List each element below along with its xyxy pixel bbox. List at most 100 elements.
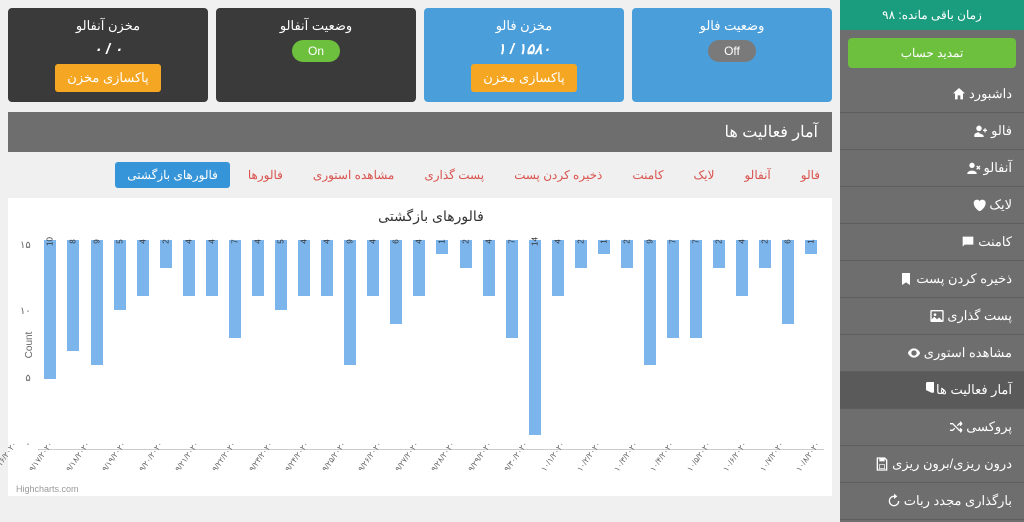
bar-item: 2 xyxy=(455,240,476,449)
chart-bar[interactable]: 4 xyxy=(483,240,495,296)
tab-item[interactable]: مشاهده استوری xyxy=(301,162,406,188)
sidebar-item-0[interactable]: داشبورد xyxy=(840,76,1024,113)
chart-bar[interactable]: 7 xyxy=(506,240,518,338)
chart-bar[interactable]: 9 xyxy=(344,240,356,365)
sidebar-item-label: لایک xyxy=(989,197,1012,213)
sidebar-item-10[interactable]: درون ریزی/برون ریزی xyxy=(840,446,1024,483)
bar-item: 2 xyxy=(155,240,176,449)
sidebar-item-2[interactable]: آنفالو xyxy=(840,150,1024,187)
chart-bar[interactable]: 1 xyxy=(436,240,448,254)
chart-bar[interactable]: 2 xyxy=(160,240,172,268)
chart-bar[interactable]: 2 xyxy=(621,240,633,268)
refresh-icon xyxy=(884,491,904,511)
sidebar-item-4[interactable]: کامنت xyxy=(840,224,1024,261)
chart-bar[interactable]: 5 xyxy=(114,240,126,310)
tab-item[interactable]: فالو xyxy=(789,162,832,188)
bar-value-label: 1 xyxy=(807,239,816,243)
tab-item[interactable]: کامنت xyxy=(620,162,675,188)
eye-icon xyxy=(904,343,924,363)
tab-item[interactable]: فالورها xyxy=(236,162,295,188)
tab-item[interactable]: لایک xyxy=(682,162,727,188)
extend-account-button[interactable]: تمدید حساب xyxy=(848,38,1016,68)
bar-value-label: 4 xyxy=(738,239,747,243)
sidebar-item-label: مشاهده استوری xyxy=(924,345,1012,361)
chart-bar[interactable]: 4 xyxy=(413,240,425,296)
bar-item: 4 xyxy=(178,240,199,449)
sidebar-item-3[interactable]: لایک xyxy=(840,187,1024,224)
chart-bar[interactable]: 5 xyxy=(275,240,287,310)
chart-bar[interactable]: 7 xyxy=(690,240,702,338)
bar-value-label: 6 xyxy=(392,239,401,243)
bar-value-label: 4 xyxy=(484,239,493,243)
follow-status-toggle[interactable]: Off xyxy=(708,40,756,62)
chart-bar[interactable]: 6 xyxy=(782,240,794,324)
bar-item: 4 xyxy=(317,240,338,449)
unfollow-repo-clear-button[interactable]: پاکسازی مخزن xyxy=(55,64,160,92)
chart-bar[interactable]: 8 xyxy=(67,240,79,351)
chart-wrapper: Count ۱۵۱۰۵۰ 162427792124147421464944547… xyxy=(38,240,824,450)
sidebar-item-7[interactable]: مشاهده استوری xyxy=(840,335,1024,372)
chart-bar[interactable]: 4 xyxy=(367,240,379,296)
sidebar-item-9[interactable]: پروکسی xyxy=(840,409,1024,446)
status-cards: وضعیت فالو Off مخزن فالو ۱۵۸۰ / ۱ پاکساز… xyxy=(8,8,832,102)
follow-repo-card: مخزن فالو ۱۵۸۰ / ۱ پاکسازی مخزن xyxy=(424,8,624,102)
user-x-icon xyxy=(964,158,984,178)
chart-bar[interactable]: 4 xyxy=(298,240,310,296)
chart-bar[interactable]: 4 xyxy=(736,240,748,296)
sidebar-item-label: کامنت xyxy=(978,234,1012,250)
chart-bar[interactable]: 1 xyxy=(805,240,817,254)
chart-bar[interactable]: 10 xyxy=(44,240,56,379)
unfollow-status-toggle[interactable]: On xyxy=(292,40,340,62)
follow-repo-clear-button[interactable]: پاکسازی مخزن xyxy=(471,64,576,92)
chart-bar[interactable]: 4 xyxy=(183,240,195,296)
bar-item: 2 xyxy=(755,240,776,449)
bar-item: 2 xyxy=(709,240,730,449)
bar-item: 7 xyxy=(663,240,684,449)
chart-bar[interactable]: 6 xyxy=(390,240,402,324)
bar-item: 1 xyxy=(432,240,453,449)
bar-item: 4 xyxy=(478,240,499,449)
bar-value-label: 2 xyxy=(461,239,470,243)
chart-bar[interactable]: 4 xyxy=(206,240,218,296)
sidebar-item-8[interactable]: آمار فعالیت ها xyxy=(840,372,1024,409)
chart-bar[interactable]: 9 xyxy=(91,240,103,365)
chart-bar[interactable]: 7 xyxy=(667,240,679,338)
chart-bar[interactable]: 14 xyxy=(529,240,541,435)
chart-bar[interactable]: 2 xyxy=(713,240,725,268)
bar-value-label: 9 xyxy=(346,239,355,243)
tab-item[interactable]: ذخیره کردن پست xyxy=(502,162,614,188)
sidebar-item-5[interactable]: ذخیره کردن پست xyxy=(840,261,1024,298)
nav-list: داشبورد فالو آنفالو لایک کامنت ذخیره کردن پست… xyxy=(840,76,1024,520)
chart-bar[interactable]: 9 xyxy=(644,240,656,365)
chart-bar[interactable]: 1 xyxy=(598,240,610,254)
bar-value-label: 8 xyxy=(69,239,78,243)
bar-value-label: 2 xyxy=(576,239,585,243)
follow-status-title: وضعیت فالو xyxy=(642,18,822,34)
chart-bar[interactable]: 2 xyxy=(460,240,472,268)
chart-bar[interactable]: 7 xyxy=(229,240,241,338)
activity-header: آمار فعالیت ها xyxy=(8,112,832,152)
heart-icon xyxy=(969,195,989,215)
sidebar-item-11[interactable]: بارگذاری مجدد ربات xyxy=(840,483,1024,520)
tab-item[interactable]: آنفالو xyxy=(732,162,782,188)
chart-bar[interactable]: 4 xyxy=(321,240,333,296)
sidebar-item-1[interactable]: فالو xyxy=(840,113,1024,150)
chart-bar[interactable]: 4 xyxy=(137,240,149,296)
chart-bar[interactable]: 2 xyxy=(759,240,771,268)
pie-icon xyxy=(916,380,936,400)
tab-item[interactable]: فالورهای بازگشتی xyxy=(115,162,230,188)
x-labels: ۱۰/۸/۲۰۲۰۱۰/۷/۲۰۲۰۱۰/۶/۲۰۲۰۱۰/۵/۲۰۲۰۱۰/۴… xyxy=(38,450,824,494)
tab-item[interactable]: پست گذاری xyxy=(412,162,496,188)
bar-value-label: 7 xyxy=(230,239,239,243)
chart-bar[interactable]: 4 xyxy=(552,240,564,296)
bar-value-label: 4 xyxy=(415,239,424,243)
sidebar-item-6[interactable]: پست گذاری xyxy=(840,298,1024,335)
sidebar-item-label: درون ریزی/برون ریزی xyxy=(892,456,1012,472)
sidebar-item-label: داشبورد xyxy=(969,86,1012,102)
bookmark-icon xyxy=(896,269,916,289)
chart-bar[interactable]: 4 xyxy=(252,240,264,296)
bar-value-label: 2 xyxy=(161,239,170,243)
chart-bar[interactable]: 2 xyxy=(575,240,587,268)
bar-value-label: 4 xyxy=(300,239,309,243)
sidebar-item-label: فالو xyxy=(991,123,1012,139)
